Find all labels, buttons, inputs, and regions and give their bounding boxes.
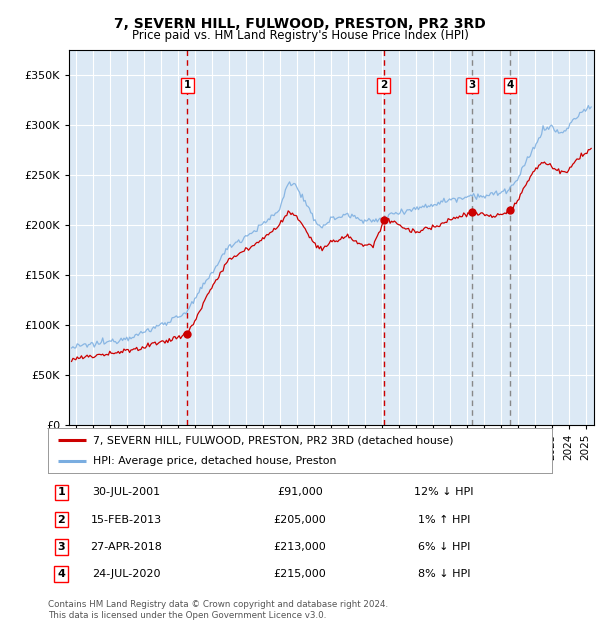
Text: HPI: Average price, detached house, Preston: HPI: Average price, detached house, Pres… xyxy=(94,456,337,466)
Text: 27-APR-2018: 27-APR-2018 xyxy=(90,542,162,552)
Text: £215,000: £215,000 xyxy=(274,569,326,579)
Text: 1% ↑ HPI: 1% ↑ HPI xyxy=(418,515,470,525)
Text: Price paid vs. HM Land Registry's House Price Index (HPI): Price paid vs. HM Land Registry's House … xyxy=(131,29,469,42)
Text: 8% ↓ HPI: 8% ↓ HPI xyxy=(418,569,470,579)
Text: 7, SEVERN HILL, FULWOOD, PRESTON, PR2 3RD (detached house): 7, SEVERN HILL, FULWOOD, PRESTON, PR2 3R… xyxy=(94,435,454,446)
Text: 2: 2 xyxy=(380,80,387,91)
Text: 2: 2 xyxy=(58,515,65,525)
Text: £91,000: £91,000 xyxy=(277,487,323,497)
Text: £213,000: £213,000 xyxy=(274,542,326,552)
Text: £205,000: £205,000 xyxy=(274,515,326,525)
Text: 3: 3 xyxy=(58,542,65,552)
Text: 4: 4 xyxy=(57,569,65,579)
Text: 4: 4 xyxy=(506,80,514,91)
Text: 30-JUL-2001: 30-JUL-2001 xyxy=(92,487,160,497)
Text: 3: 3 xyxy=(469,80,476,91)
Text: 1: 1 xyxy=(184,80,191,91)
Text: Contains HM Land Registry data © Crown copyright and database right 2024.
This d: Contains HM Land Registry data © Crown c… xyxy=(48,600,388,619)
Text: 7, SEVERN HILL, FULWOOD, PRESTON, PR2 3RD: 7, SEVERN HILL, FULWOOD, PRESTON, PR2 3R… xyxy=(114,17,486,32)
Text: 15-FEB-2013: 15-FEB-2013 xyxy=(91,515,161,525)
Text: 24-JUL-2020: 24-JUL-2020 xyxy=(92,569,160,579)
Text: 6% ↓ HPI: 6% ↓ HPI xyxy=(418,542,470,552)
Text: 1: 1 xyxy=(58,487,65,497)
Text: 12% ↓ HPI: 12% ↓ HPI xyxy=(414,487,474,497)
